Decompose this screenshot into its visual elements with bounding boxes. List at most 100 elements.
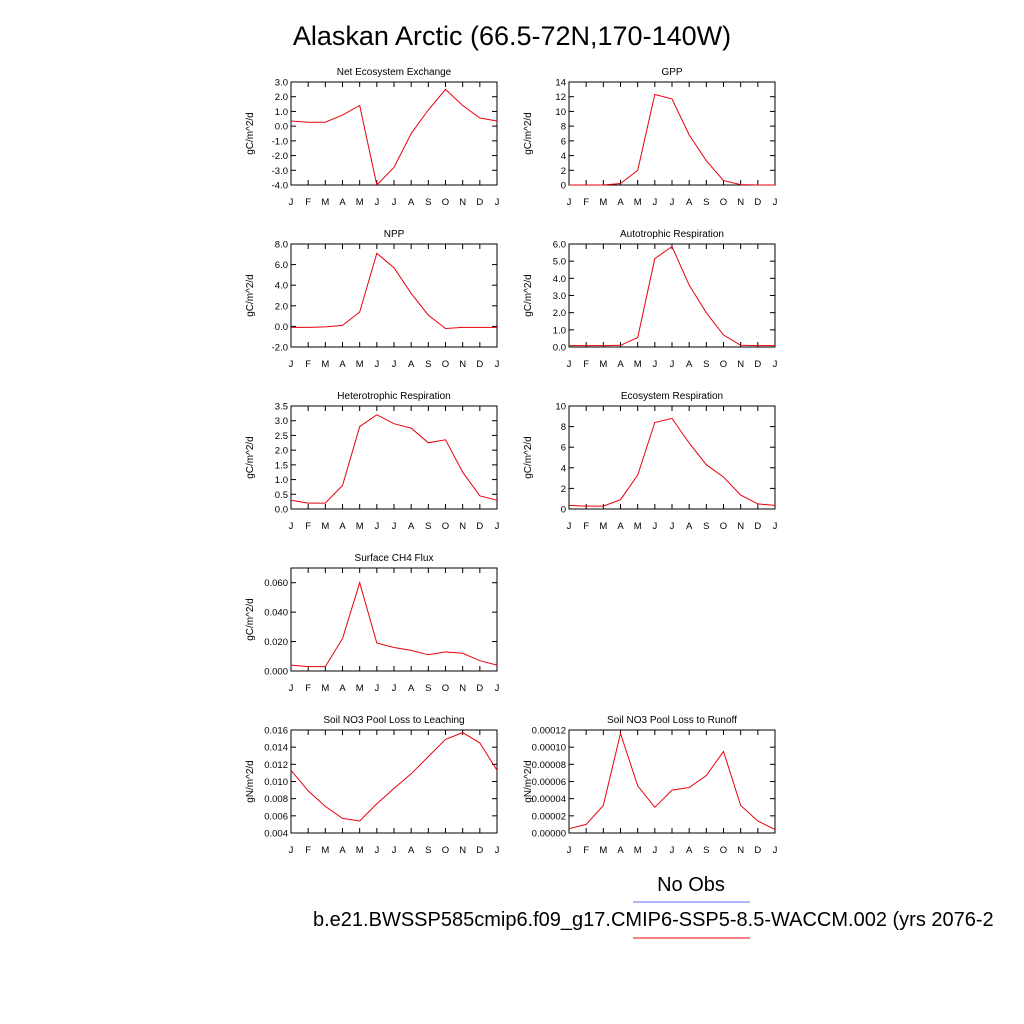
x-tick-label: J (495, 521, 500, 532)
y-tick-label: 0.00010 (532, 743, 566, 754)
y-tick-label: 2.0 (275, 446, 288, 457)
plot-frame (290, 81, 498, 186)
y-tick-label: 0.060 (264, 578, 288, 589)
panel-title: Net Ecosystem Exchange (337, 67, 452, 78)
x-tick-label: J (289, 845, 294, 856)
y-tick-label: 2.5 (275, 431, 288, 442)
x-tick-label: M (599, 521, 607, 532)
plot-frame (290, 405, 498, 510)
plot-frame (290, 567, 498, 672)
x-tick-label: S (703, 197, 709, 208)
x-tick-label: J (289, 521, 294, 532)
x-tick-label: M (321, 845, 329, 856)
x-tick-label: F (583, 521, 589, 532)
y-tick-label: 0.00002 (532, 811, 566, 822)
x-tick-label: A (686, 359, 693, 370)
x-tick-label: S (425, 683, 431, 694)
x-tick-label: J (652, 359, 657, 370)
x-tick-label: D (476, 845, 483, 856)
y-axis-label: gC/m^2/d (245, 436, 256, 479)
x-tick-label: M (321, 359, 329, 370)
y-tick-label: 0.020 (264, 637, 288, 648)
x-tick-label: M (321, 683, 329, 694)
x-tick-label: J (652, 845, 657, 856)
x-tick-label: F (305, 683, 311, 694)
panel-title: Ecosystem Respiration (621, 391, 723, 402)
x-tick-label: J (374, 197, 379, 208)
y-tick-label: 2.0 (275, 92, 288, 103)
y-axis-label: gC/m^2/d (523, 274, 534, 317)
y-axis-label: gC/m^2/d (245, 598, 256, 641)
y-axis-label: gC/m^2/d (245, 112, 256, 155)
x-tick-label: J (773, 359, 778, 370)
x-tick-label: D (754, 359, 761, 370)
y-tick-label: 2.0 (553, 308, 566, 319)
y-tick-label: 0.008 (264, 794, 288, 805)
y-tick-label: 1.0 (553, 325, 566, 336)
y-tick-label: 8.0 (275, 240, 288, 251)
x-tick-label: O (442, 521, 449, 532)
x-tick-label: S (425, 845, 431, 856)
y-tick-label: 2 (561, 166, 566, 177)
x-tick-label: M (356, 359, 364, 370)
y-tick-label: 0.012 (264, 760, 288, 771)
y-tick-label: -1.0 (272, 136, 288, 147)
x-tick-label: S (425, 359, 431, 370)
x-tick-label: A (617, 521, 624, 532)
x-tick-label: M (321, 197, 329, 208)
x-tick-label: S (703, 359, 709, 370)
x-tick-label: F (583, 197, 589, 208)
series-line (290, 580, 498, 668)
x-tick-label: A (339, 521, 346, 532)
x-tick-label: J (392, 845, 397, 856)
y-axis-label: gN/m^2/d (245, 760, 256, 803)
series-line (569, 245, 775, 347)
x-tick-label: A (339, 197, 346, 208)
y-tick-label: 0.0 (275, 122, 288, 133)
panel-title: Surface CH4 Flux (355, 553, 434, 564)
x-tick-label: J (773, 197, 778, 208)
x-tick-label: N (737, 521, 744, 532)
x-tick-label: J (495, 683, 500, 694)
x-tick-label: A (339, 359, 346, 370)
x-tick-label: N (459, 197, 466, 208)
x-tick-label: O (442, 683, 449, 694)
x-tick-label: J (652, 521, 657, 532)
y-tick-label: 10 (555, 402, 566, 413)
x-tick-label: D (476, 359, 483, 370)
x-tick-label: D (754, 521, 761, 532)
x-tick-label: N (737, 845, 744, 856)
y-tick-label: 3.0 (553, 291, 566, 302)
x-tick-label: O (720, 197, 727, 208)
x-tick-label: A (617, 197, 624, 208)
x-tick-label: A (686, 521, 693, 532)
y-tick-label: 0.006 (264, 811, 288, 822)
x-tick-label: M (356, 683, 364, 694)
panel-title: Soil NO3 Pool Loss to Leaching (323, 715, 464, 726)
x-tick-label: A (408, 359, 415, 370)
x-tick-label: M (599, 197, 607, 208)
x-tick-label: A (408, 845, 415, 856)
x-tick-label: M (321, 521, 329, 532)
x-tick-label: D (476, 197, 483, 208)
x-tick-label: F (305, 359, 311, 370)
x-tick-label: M (356, 845, 364, 856)
x-tick-label: J (392, 359, 397, 370)
x-tick-label: S (425, 197, 431, 208)
y-tick-label: 4 (561, 151, 566, 162)
series-line (290, 414, 498, 504)
series-line (568, 731, 776, 831)
x-tick-label: J (392, 683, 397, 694)
series-line (291, 252, 497, 330)
x-tick-label: J (289, 197, 294, 208)
y-tick-label: 0.00012 (532, 726, 566, 737)
y-tick-label: 8 (561, 422, 566, 433)
x-tick-label: J (567, 845, 572, 856)
x-tick-label: F (305, 197, 311, 208)
y-tick-label: 0.0 (553, 343, 566, 354)
